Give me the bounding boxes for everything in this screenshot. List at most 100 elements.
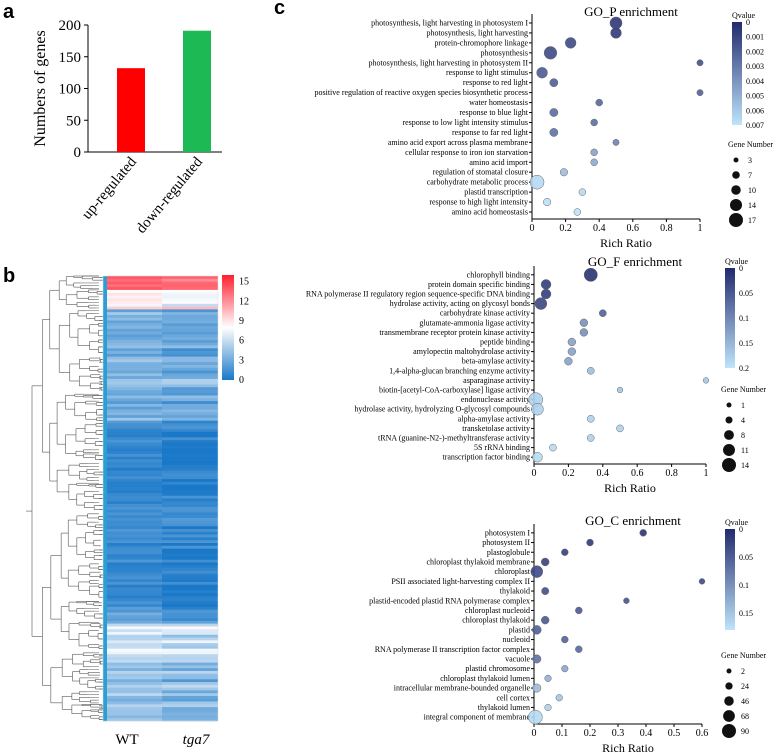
x-axis-title: Rich Ratio [604,481,656,495]
heatmap-cell-tga7 [162,537,218,541]
heatmap-cell-tga7 [162,668,218,672]
row-annotation-bar [103,587,107,591]
heatmap-cell-wt [107,403,162,408]
row-annotation-bar [103,292,107,296]
heatmap-cell-tga7 [162,490,218,494]
y-axis-title: Numbers of genes [32,30,49,146]
go-term-dot [532,625,542,635]
go-term-dot [529,174,545,190]
go-term-label: biotin-[acetyl-CoA-carboxylase] ligase a… [379,386,530,395]
row-annotation-bar [103,584,107,588]
go-term-dot [579,318,589,327]
heatmap-cell-tga7 [162,501,218,505]
go-term-dot [609,16,623,30]
row-annotation-bar [103,295,107,299]
heatmap-cell-wt [107,301,162,305]
row-annotation-bar [103,718,107,722]
heatmap-cell-tga7 [162,403,218,408]
heatmap-cell-tga7 [162,395,218,399]
row-annotation-bar [103,306,107,310]
heatmap-cell-wt [107,609,162,613]
row-annotation-bar [103,356,107,360]
heatmap-cell-tga7 [162,609,218,613]
go-term-label: thylakoid lumen [478,703,530,712]
qvalue-tick-label: 0 [746,18,750,27]
row-annotation-bar [103,712,107,716]
go-term-dot [590,148,598,157]
go-term-label: water homeostasis [469,98,528,107]
heatmap-cell-tga7 [162,601,218,605]
heatmap-colorbar: 0 3 6 9 12 15 [222,275,249,386]
heatmap-cell-wt [107,331,162,335]
row-annotation-bar [103,359,107,363]
heatmap-cell-tga7 [162,548,218,552]
go-term-dot [612,138,620,146]
row-annotation-bar [103,440,107,444]
heatmap-cell-tga7 [162,378,218,382]
row-annotation-bar [103,403,107,408]
qvalue-tick-label: 0.001 [746,33,764,42]
row-annotation-bar [103,390,107,394]
heatmap-cell-wt [107,426,162,430]
heatmap-cell-wt [107,654,162,658]
row-annotation-bar [103,695,107,700]
heatmap-cell-wt [107,334,162,338]
heatmap-cell-tga7 [162,289,218,293]
heatmap-cell-wt [107,495,162,499]
x-tick-label: 0.2 [559,223,572,234]
gene-number-legend-label: 14 [741,461,749,470]
row-annotation-bar [103,312,107,316]
go-term-label: endonuclease activity [461,395,530,404]
heatmap-cell-tga7 [162,345,218,349]
gene-number-legend-dot [726,402,732,408]
heatmap-cell-tga7 [162,634,218,638]
row-annotation-bar [103,367,107,371]
heatmap-cell-wt [107,648,162,652]
heatmap-cell-wt [107,317,162,321]
row-annotation-bar [103,276,107,280]
row-annotation-bar [103,331,107,335]
go-term-label: plastid transcription [464,188,528,197]
heatmap-cell-wt [107,531,162,535]
panel-label-b: b [3,265,15,287]
go-term-label: amino acid import [469,158,528,167]
y-tick-label: 50 [66,113,81,129]
row-annotation-bar [103,412,107,416]
heatmap-cell-wt [107,668,162,672]
go-term-dot [586,434,595,442]
row-annotation-bar [103,456,107,460]
row-annotation-bar [103,498,107,502]
heatmap-cell-wt [107,504,162,508]
heatmap-cell-wt [107,598,162,602]
heatmap-cell-tga7 [162,506,218,510]
go-term-dot [575,645,583,653]
go-term-label: photosynthesis, light harvesting [426,28,528,37]
heatmap-cell-wt [107,312,162,316]
row-annotation-bar [103,670,107,675]
heatmap-cell-tga7 [162,353,218,357]
heatmap-cell-tga7 [162,295,218,299]
go-p-enrichment-panel: GO_P enrichment 0 0.2 0.4 0.6 0.8 1 Rich Ratio p… [315,4,774,250]
panel-label-c: c [274,0,285,19]
row-annotation-bar [103,637,107,641]
row-annotation-bar [103,281,107,285]
row-annotation-bar [103,303,107,307]
row-annotation-bar [103,362,107,366]
heatmap-cell-tga7 [162,314,218,319]
go-term-dot [610,27,622,39]
row-annotation-bar [103,504,107,508]
row-annotation-bar [103,387,107,391]
heatmap-cell-wt [107,679,162,683]
go-term-label: photosystem II [482,538,530,547]
colorbar-tick-label: 9 [239,316,244,327]
heatmap-cell-tga7 [162,623,218,627]
row-annotation-bar [103,417,107,421]
heatmap-cell-wt [107,623,162,627]
gene-number-legend-label: 1 [741,401,745,410]
go-term-label: cell cortex [496,693,530,702]
colorbar-tick-label: 15 [239,277,249,288]
row-annotation-bar [103,351,107,355]
heatmap-cell-wt [107,442,162,446]
row-annotation-bar [103,423,107,427]
